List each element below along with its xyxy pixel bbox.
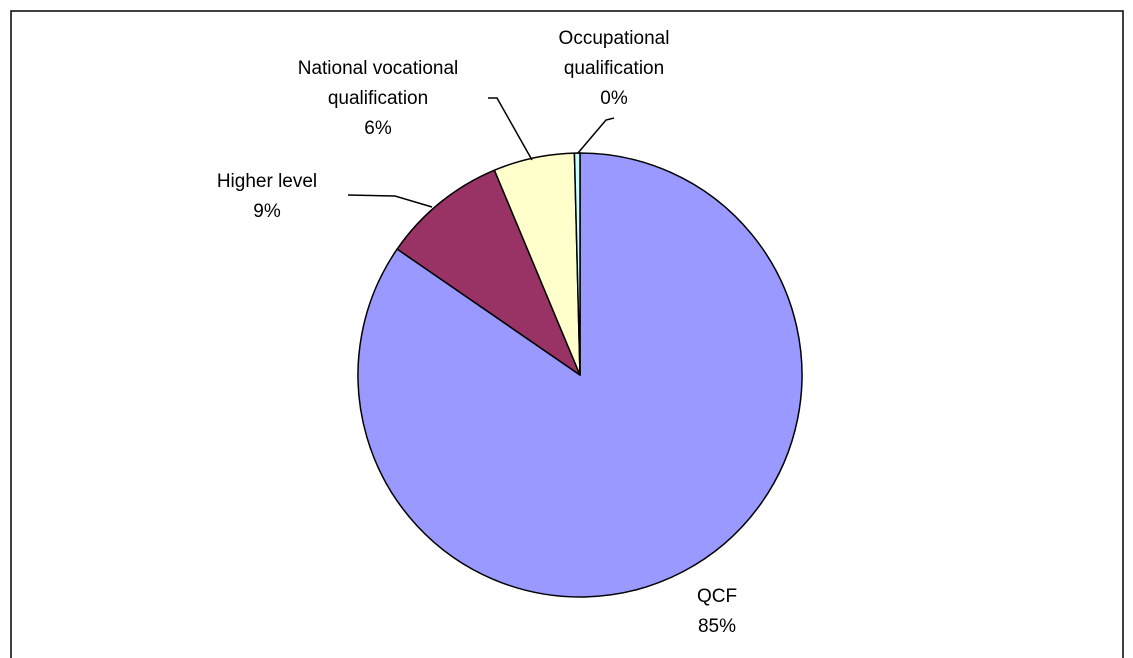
slice-value: 0% (600, 88, 628, 109)
leader-line (488, 97, 533, 161)
slice-label: National vocational qualification 6% (268, 54, 488, 144)
slice-name: Higher level (216, 171, 318, 192)
slice-label: Occupational qualification 0% (534, 24, 694, 114)
slice-name: Occupational qualification (558, 28, 670, 79)
slice-name: QCF (696, 586, 738, 607)
pie-slice (396, 169, 581, 376)
slice-label: Higher level 9% (187, 167, 347, 227)
slice-value: 85% (697, 616, 737, 637)
slice-name: National vocational qualification (297, 58, 459, 109)
pie-slice (573, 152, 581, 376)
leader-line (577, 117, 615, 154)
slice-value: 9% (253, 201, 281, 222)
leader-line (347, 194, 433, 208)
slice-value: 6% (364, 118, 392, 139)
slice-label: QCF 85% (657, 582, 777, 642)
